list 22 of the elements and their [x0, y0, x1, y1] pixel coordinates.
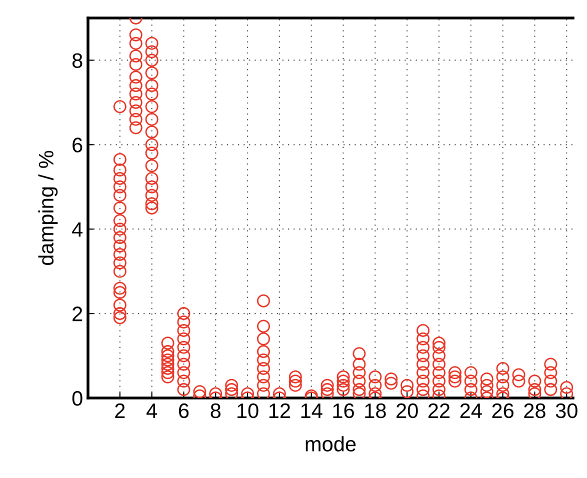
- y-tick-label: 0: [72, 391, 82, 406]
- x-tick-label: 10: [238, 403, 258, 418]
- y-axis-title: damping / %: [38, 150, 58, 266]
- y-tick-label: 6: [72, 138, 82, 152]
- y-tick-label: 4: [72, 222, 83, 237]
- x-tick-label: 2: [115, 403, 125, 418]
- x-tick-label: 22: [428, 403, 450, 418]
- x-tick-label: 18: [365, 403, 386, 418]
- x-tick-label: 30: [556, 403, 578, 418]
- x-tick-label: 20: [396, 403, 418, 418]
- x-tick-label: 26: [492, 403, 514, 418]
- x-tick-label: 28: [524, 403, 546, 418]
- x-tick-label: 12: [269, 403, 290, 418]
- y-tick-label: 2: [72, 306, 82, 322]
- x-tick-label: 14: [301, 404, 322, 418]
- x-axis-title: mode: [306, 436, 356, 452]
- y-tick-label: 8: [72, 53, 82, 68]
- x-tick-label: 8: [210, 403, 221, 418]
- x-tick-label: 16: [333, 403, 354, 418]
- x-tick-label: 4: [146, 404, 157, 418]
- x-tick-label: 24: [460, 403, 482, 418]
- x-tick-label: 6: [178, 403, 189, 418]
